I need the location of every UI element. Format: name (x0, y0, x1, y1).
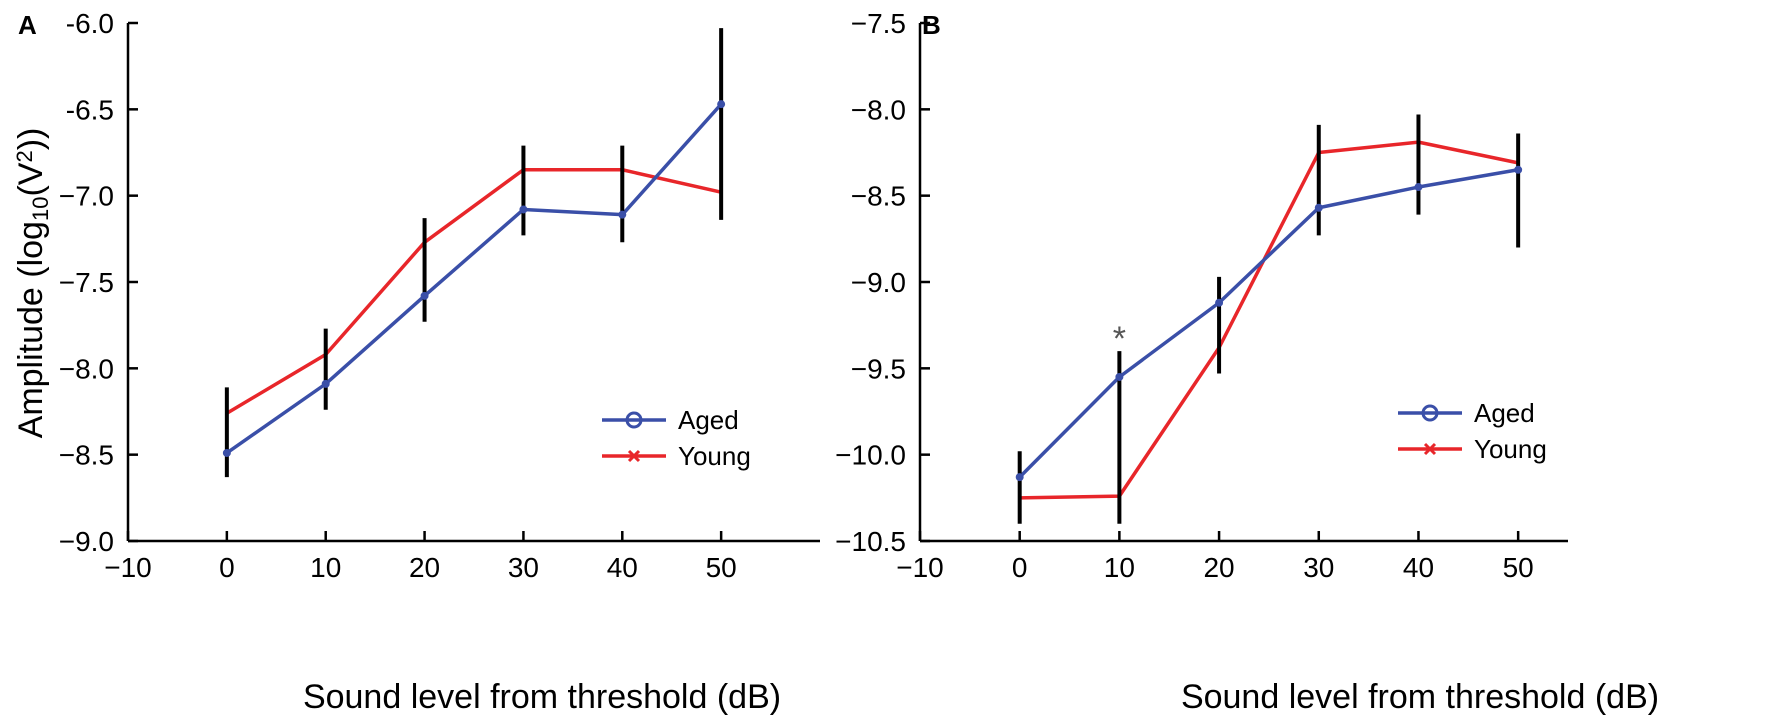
y-tick-label-a: -6.0 (66, 8, 114, 39)
series-line-young-a (225, 168, 722, 415)
y-tick-label-a: −7.0 (59, 181, 114, 212)
x-tick-label-a: 20 (409, 552, 440, 583)
y-tick-label-a: −8.5 (59, 440, 114, 471)
y-tick-label-a: -6.5 (66, 94, 114, 125)
y-axis-title-sup: 2 (12, 150, 37, 162)
series-line-young-b (1019, 140, 1519, 500)
data-point-aged-a (222, 448, 231, 457)
x-tick-label-a: 0 (219, 552, 235, 583)
y-tick-label-b: −10.5 (835, 526, 906, 557)
y-tick-label-a: −8.0 (59, 353, 114, 384)
data-point-aged-b (1314, 203, 1323, 212)
x-axis-title-a: Sound level from threshold (dB) (303, 678, 781, 716)
x-tick-label-b: −10 (896, 552, 944, 583)
x-tick-label-a: 50 (706, 552, 737, 583)
significance-annotation-b: * (1113, 320, 1126, 358)
y-tick-label-b: −9.0 (851, 267, 906, 298)
y-axis-title-end: )) (12, 128, 50, 151)
legend-label-young-b: Young (1474, 434, 1547, 464)
y-tick-label-b: −10.0 (835, 440, 906, 471)
data-point-aged-b (1514, 165, 1523, 174)
data-point-aged-b (1115, 372, 1124, 381)
legend-label-aged-b: Aged (1474, 398, 1535, 428)
x-tick-label-b: 20 (1203, 552, 1234, 583)
y-axis-title-tail: (V (12, 162, 50, 196)
data-point-aged-b (1215, 298, 1224, 307)
legend-label-aged-a: Aged (678, 405, 739, 435)
legend-marker-aged-b (1421, 404, 1439, 422)
x-tick-label-a: 30 (508, 552, 539, 583)
panel-letter-b: B (922, 10, 941, 40)
y-tick-label-b: −8.5 (851, 181, 906, 212)
x-tick-label-a: −10 (104, 552, 152, 583)
data-point-aged-b (1414, 183, 1423, 192)
data-point-aged-a (519, 205, 528, 214)
x-tick-label-a: 10 (310, 552, 341, 583)
legend-marker-young-a (627, 449, 641, 463)
legend-label-young-a: Young (678, 441, 751, 471)
x-tick-label-a: 40 (607, 552, 638, 583)
x-tick-label-b: 10 (1104, 552, 1135, 583)
series-line-aged-a (225, 102, 723, 455)
x-axis-title-b: Sound level from threshold (dB) (1181, 678, 1659, 716)
x-tick-label-b: 0 (1012, 552, 1028, 583)
data-point-aged-a (717, 100, 726, 109)
y-tick-label-b: −8.0 (851, 94, 906, 125)
data-point-aged-b (1015, 473, 1024, 482)
y-tick-label-b: −7.5 (851, 8, 906, 39)
data-point-aged-a (618, 210, 627, 219)
data-point-aged-a (321, 379, 330, 388)
panel-letter-a: A (18, 10, 37, 40)
y-tick-label-a: −9.0 (59, 526, 114, 557)
data-point-aged-a (420, 291, 429, 300)
y-axis-title-main: Amplitude (log (12, 221, 50, 438)
panel-a: −9.0 −8.5 −8.0 −7.5 −7.0 -6.5 -6.0 −10 0 10 20 30 40… (59, 8, 820, 583)
series-line-aged-b (1018, 168, 1519, 479)
legend-marker-aged-a (625, 411, 643, 429)
y-tick-label-b: −9.5 (851, 353, 906, 384)
y-tick-label-a: −7.5 (59, 267, 114, 298)
y-axis-title-sub: 10 (28, 197, 53, 221)
y-axis-title: Amplitude (log10(V2)) (12, 128, 53, 439)
panel-b: −10.5 −10.0 −9.5 −9.0 −8.5 −8.0 −7.5 −10 0 10 20 30… (835, 8, 1568, 583)
x-tick-label-b: 50 (1503, 552, 1534, 583)
x-tick-label-b: 40 (1403, 552, 1434, 583)
x-tick-label-b: 30 (1303, 552, 1334, 583)
legend-marker-young-b (1423, 442, 1437, 456)
